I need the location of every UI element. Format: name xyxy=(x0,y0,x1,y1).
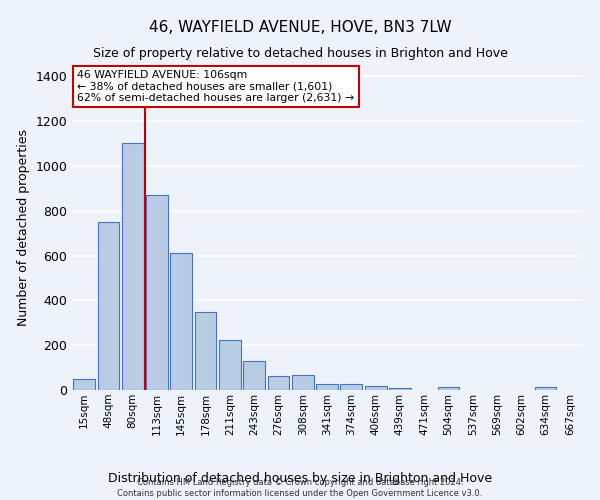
Bar xyxy=(316,384,338,390)
Bar xyxy=(243,361,265,390)
Bar xyxy=(365,386,386,390)
Bar xyxy=(97,222,119,390)
Bar xyxy=(194,312,217,390)
Text: Distribution of detached houses by size in Brighton and Hove: Distribution of detached houses by size … xyxy=(108,472,492,485)
Text: Size of property relative to detached houses in Brighton and Hove: Size of property relative to detached ho… xyxy=(92,48,508,60)
Bar xyxy=(340,384,362,390)
Bar xyxy=(268,376,289,390)
Text: Contains HM Land Registry data © Crown copyright and database right 2024.
Contai: Contains HM Land Registry data © Crown c… xyxy=(118,478,482,498)
Bar xyxy=(73,379,95,390)
Bar xyxy=(535,386,556,390)
Bar xyxy=(219,340,241,390)
Text: 46, WAYFIELD AVENUE, HOVE, BN3 7LW: 46, WAYFIELD AVENUE, HOVE, BN3 7LW xyxy=(149,20,451,35)
Bar xyxy=(146,195,168,390)
Bar xyxy=(292,375,314,390)
Text: 46 WAYFIELD AVENUE: 106sqm
← 38% of detached houses are smaller (1,601)
62% of s: 46 WAYFIELD AVENUE: 106sqm ← 38% of deta… xyxy=(77,70,354,103)
Bar xyxy=(389,388,411,390)
Y-axis label: Number of detached properties: Number of detached properties xyxy=(17,129,30,326)
Bar xyxy=(437,388,460,390)
Bar xyxy=(170,254,192,390)
Bar xyxy=(122,144,143,390)
